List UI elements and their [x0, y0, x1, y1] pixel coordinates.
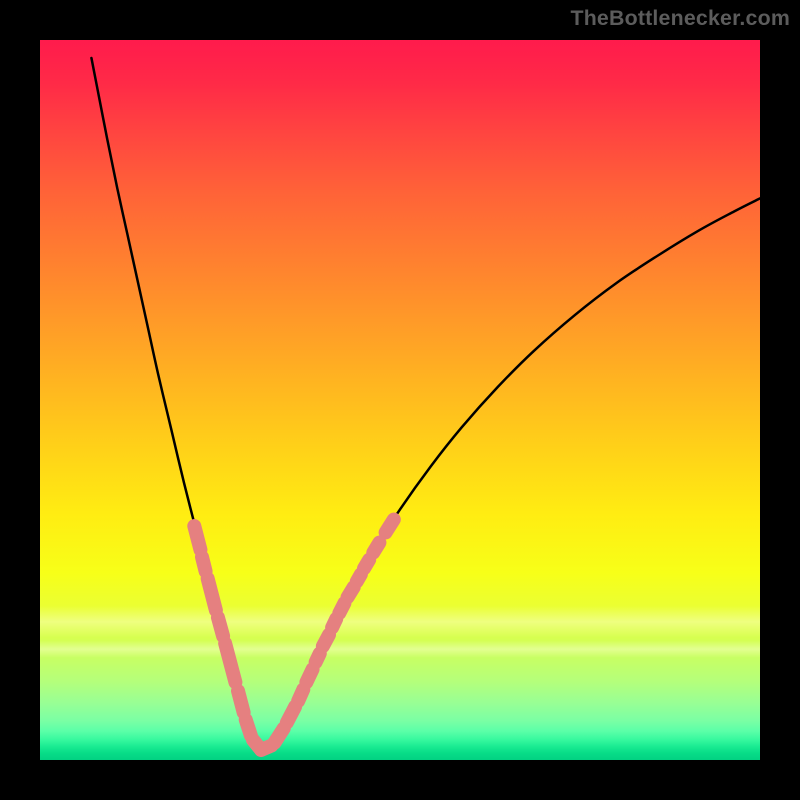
chart-svg — [0, 0, 800, 800]
haze-band — [40, 606, 760, 638]
overlay-dash — [298, 689, 303, 701]
overlay-dash — [202, 557, 206, 571]
overlay-dash — [275, 728, 284, 742]
overlay-dash — [225, 643, 235, 682]
overlay-dash — [386, 520, 394, 533]
overlay-dash — [357, 574, 361, 581]
overlay-dash — [246, 720, 251, 736]
overlay-dash — [218, 617, 223, 636]
overlay-dash — [364, 560, 369, 569]
overlay-dash — [332, 619, 336, 628]
overlay-dash — [339, 603, 344, 613]
overlay-dash — [348, 587, 354, 597]
watermark-text: TheBottlenecker.com — [570, 6, 790, 31]
overlay-dash — [194, 526, 200, 550]
overlay-dash — [373, 543, 379, 553]
overlay-dash — [306, 669, 312, 682]
overlay-dash — [323, 635, 329, 647]
overlay-dash — [287, 707, 295, 723]
chart-stage: TheBottlenecker.com — [0, 0, 800, 800]
haze-band — [40, 640, 760, 657]
overlay-dash — [208, 579, 216, 611]
overlay-dash — [316, 653, 320, 662]
overlay-dash — [238, 691, 244, 713]
